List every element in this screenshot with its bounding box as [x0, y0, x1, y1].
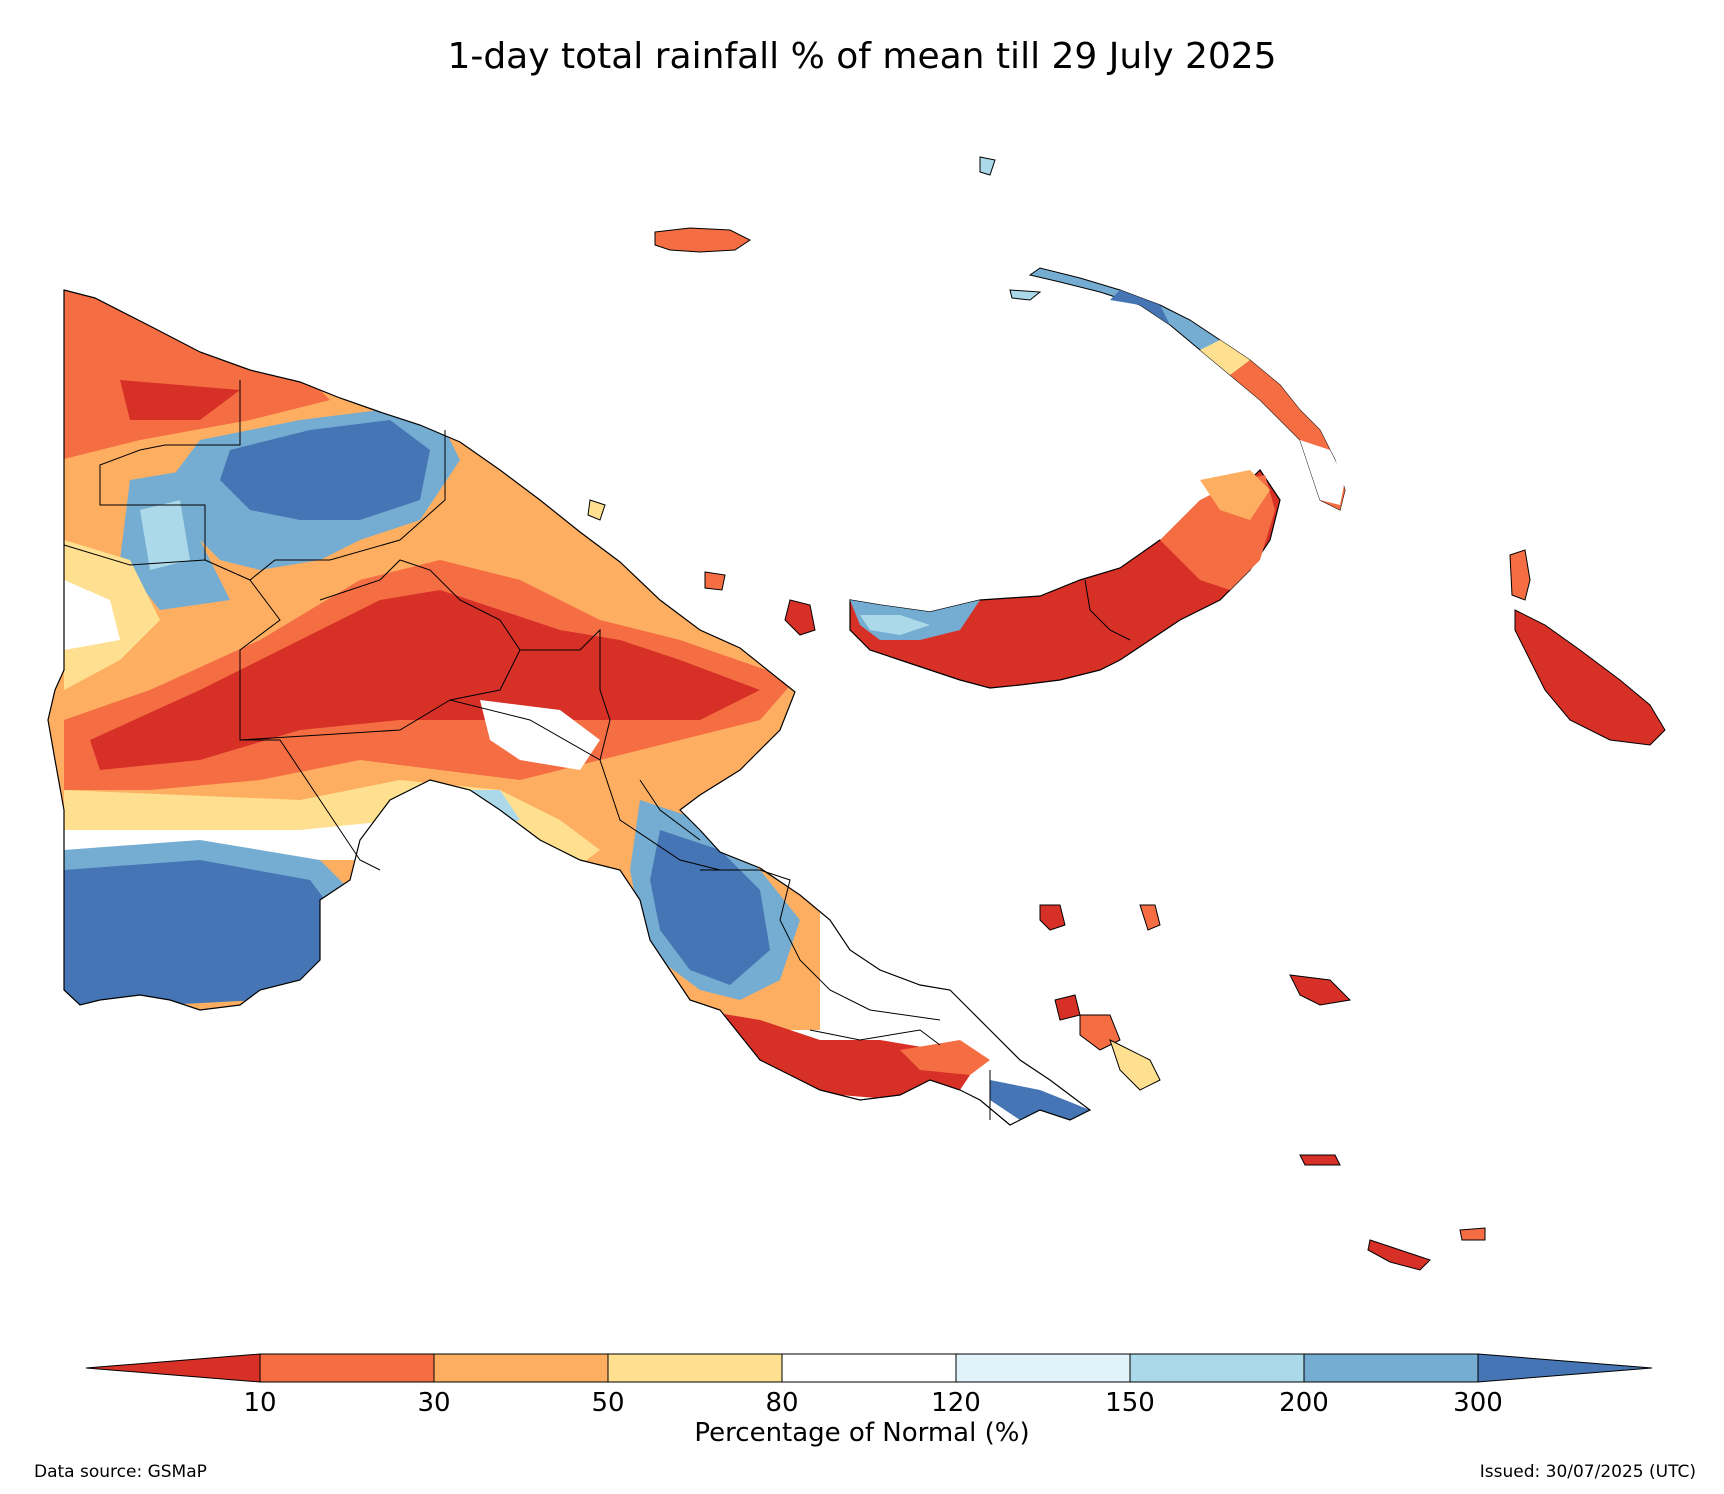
- colorbar-10-30: [259, 1353, 435, 1383]
- colorbar-50-80: [607, 1353, 783, 1383]
- colorbar-below-10: [85, 1353, 261, 1383]
- colorbar-150-200: [1129, 1353, 1305, 1383]
- map-title: 1-day total rainfall % of mean till 29 J…: [447, 36, 1277, 77]
- colorbar-80-120: [781, 1353, 957, 1383]
- colorbar-tick-label: 300: [1453, 1388, 1503, 1418]
- colorbar-tick-label: 10: [243, 1388, 277, 1418]
- data-source-note: Data source: GSMaP: [34, 1462, 207, 1482]
- small-islands: [587, 156, 1486, 1271]
- colorbar-120-150: [955, 1353, 1131, 1383]
- colorbar-above-300: [1477, 1353, 1653, 1383]
- colorbar-30-50: [433, 1353, 609, 1383]
- new-britain: [849, 469, 1281, 689]
- colorbar: [85, 1353, 1653, 1383]
- colorbar-tick-label: 50: [591, 1388, 625, 1418]
- issued-date-note: Issued: 30/07/2025 (UTC): [1479, 1462, 1696, 1482]
- new-ireland: [1028, 267, 1346, 511]
- colorbar-tick-label: 80: [765, 1388, 799, 1418]
- colorbar-title: Percentage of Normal (%): [694, 1418, 1030, 1448]
- colorbar-tick-label: 150: [1105, 1388, 1155, 1418]
- province-boundaries: [63, 380, 991, 1120]
- bougainville: [1509, 549, 1666, 746]
- colorbar-tick-label: 120: [931, 1388, 981, 1418]
- manus-island: [654, 227, 751, 253]
- mainland-rainfall-field: [48, 290, 1090, 1125]
- colorbar-tick-label: 30: [417, 1388, 451, 1418]
- mainland-coastline: [47, 289, 1092, 1126]
- colorbar-tick-label: 200: [1279, 1388, 1329, 1418]
- colorbar-200-300: [1303, 1353, 1479, 1383]
